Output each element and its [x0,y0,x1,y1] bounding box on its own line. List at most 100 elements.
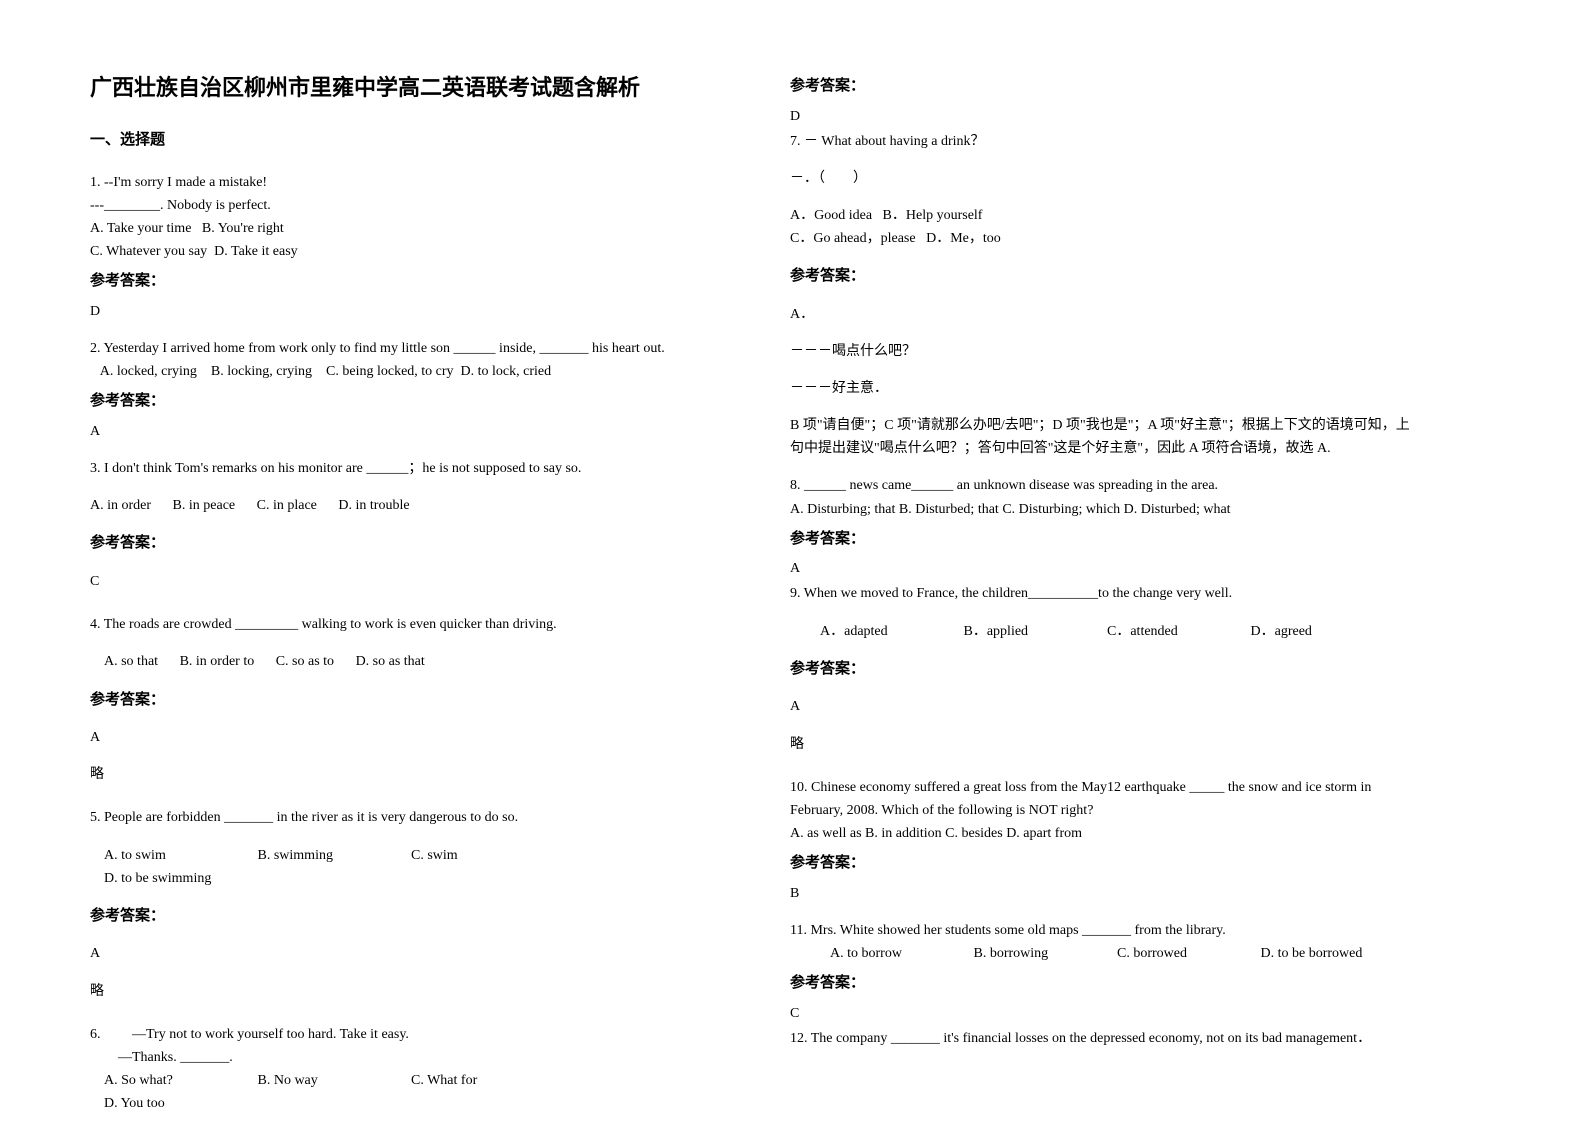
answer-label: 参考答案： [790,657,1410,682]
option-c: C．attended [1107,620,1247,643]
right-column: 参考答案： D 7. － What about having a drink？ … [790,70,1410,1121]
explanation-line: －－－喝点什么吧？ [790,340,1410,363]
answer-value: A [90,942,710,965]
question-options: C. Whatever you say D. Take it easy [90,240,710,263]
question-1: 1. --I'm sorry I made a mistake! ---____… [90,171,710,263]
option-b: B. You're right [202,221,284,236]
question-text: 7. － What about having a drink？ [790,130,1410,153]
option-d: D．agreed [1251,620,1391,643]
question-7: 7. － What about having a drink？ －．（ ） A．… [790,130,1410,250]
option-a: A. to swim [104,844,254,867]
option-d: D. You too [104,1092,254,1115]
option-d: D. so as that [356,650,425,673]
answer-value: A [790,557,1410,580]
section-heading: 一、选择题 [90,128,710,153]
answer-label: 参考答案： [90,531,710,556]
option-c: C. What for [411,1069,561,1092]
option-a: A. Take your time [90,221,191,236]
question-options: A. Take your time B. You're right [90,217,710,240]
answer-label: 参考答案： [90,269,710,294]
answer-value: B [790,882,1410,905]
question-options: A. as well as B. in addition C. besides … [790,822,1410,845]
question-text: 8. ______ news came______ an unknown dis… [790,474,1410,497]
answer-value: A [790,695,1410,718]
left-column: 广西壮族自治区柳州市里雍中学高二英语联考试题含解析 一、选择题 1. --I'm… [90,70,710,1121]
answer-label: 参考答案： [790,851,1410,876]
option-d: D. to be borrowed [1261,942,1401,965]
option-c: C. borrowed [1117,942,1257,965]
question-options: A．adapted B．applied C．attended D．agreed [790,620,1410,643]
option-a: A. So what? [104,1069,254,1092]
question-text: ---________. Nobody is perfect. [90,194,710,217]
question-text: 4. The roads are crowded _________ walki… [90,613,710,636]
question-3: 3. I don't think Tom's remarks on his mo… [90,457,710,517]
explanation-line: －－－好主意． [790,377,1410,400]
option-b: B. swimming [258,844,408,867]
question-4: 4. The roads are crowded _________ walki… [90,613,710,673]
question-options: A. Disturbing; that B. Disturbed; that C… [790,498,1410,521]
question-options: C．Go ahead，please D．Me，too [790,227,1410,250]
question-text: —Thanks. _______. [90,1046,710,1069]
option-a: A．adapted [820,620,960,643]
answer-label: 参考答案： [790,527,1410,552]
answer-value: A． [790,303,1410,326]
question-options: A. to borrow B. borrowing C. borrowed D.… [790,942,1410,965]
answer-omit: 略 [790,733,1410,756]
answer-value: A [90,420,710,443]
option-a: A. in order [90,494,151,517]
option-b: B. in order to [180,650,255,673]
document-title: 广西壮族自治区柳州市里雍中学高二英语联考试题含解析 [90,70,710,106]
answer-label: 参考答案： [90,688,710,713]
question-2: 2. Yesterday I arrived home from work on… [90,337,710,383]
option-c: C. Whatever you say [90,244,207,259]
question-options: A. so that B. in order to C. so as to D.… [90,650,710,673]
option-d: D. in trouble [338,494,409,517]
question-options: A．Good idea B．Help yourself [790,204,1410,227]
question-text: 10. Chinese economy suffered a great los… [790,776,1410,822]
option-c: C. so as to [276,650,334,673]
option-b: B．applied [964,620,1104,643]
question-text: 11. Mrs. White showed her students some … [790,919,1410,942]
option-d: D. Take it easy [214,244,298,259]
answer-value: C [90,570,710,593]
question-text: 12. The company _______ it's financial l… [790,1027,1410,1050]
option-a: A．Good idea [790,208,872,223]
question-11: 11. Mrs. White showed her students some … [790,919,1410,965]
answer-label: 参考答案： [90,904,710,929]
question-text: 3. I don't think Tom's remarks on his mo… [90,457,710,480]
answer-value: A [90,726,710,749]
option-c: C. in place [257,494,317,517]
question-text: 6. —Try not to work yourself too hard. T… [90,1023,710,1046]
option-b: B. No way [258,1069,408,1092]
option-a: A. so that [104,650,158,673]
answer-label: 参考答案： [790,971,1410,996]
option-a: A. to borrow [830,942,970,965]
answer-omit: 略 [90,763,710,786]
question-5: 5. People are forbidden _______ in the r… [90,806,710,889]
option-b: B．Help yourself [883,208,983,223]
question-options: A. locked, crying B. locking, crying C. … [90,360,710,383]
option-c: C．Go ahead，please [790,231,916,246]
question-text: 9. When we moved to France, the children… [790,582,1410,605]
question-options: A. in order B. in peace C. in place D. i… [90,494,710,517]
option-c: C. swim [411,844,561,867]
answer-value: D [90,300,710,323]
option-d: D. to be swimming [104,867,254,890]
answer-value: D [790,105,1410,128]
answer-label: 参考答案： [790,264,1410,289]
question-options: A. So what? B. No way C. What for D. You… [90,1069,710,1115]
question-6: 6. —Try not to work yourself too hard. T… [90,1023,710,1115]
answer-label: 参考答案： [90,389,710,414]
option-b: B. in peace [173,494,236,517]
question-text: 5. People are forbidden _______ in the r… [90,806,710,829]
question-8: 8. ______ news came______ an unknown dis… [790,474,1410,520]
question-12: 12. The company _______ it's financial l… [790,1027,1410,1050]
question-text: 1. --I'm sorry I made a mistake! [90,171,710,194]
option-d: D．Me，too [926,231,1001,246]
answer-label: 参考答案： [790,74,1410,99]
question-10: 10. Chinese economy suffered a great los… [790,776,1410,845]
question-options: A. to swim B. swimming C. swim D. to be … [90,844,710,890]
question-text: 2. Yesterday I arrived home from work on… [90,337,710,360]
question-9: 9. When we moved to France, the children… [790,582,1410,642]
explanation-line: B 项"请自便"；C 项"请就那么办吧/去吧"；D 项"我也是"；A 项"好主意… [790,414,1410,460]
